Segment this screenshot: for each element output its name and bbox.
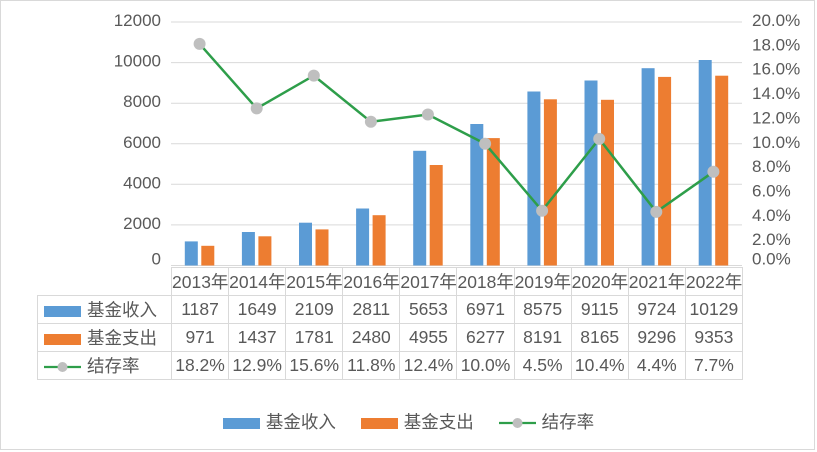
svg-text:16.0%: 16.0%: [752, 60, 800, 79]
svg-text:8.0%: 8.0%: [752, 157, 791, 176]
svg-text:4.0%: 4.0%: [752, 206, 791, 225]
svg-text:6000: 6000: [123, 133, 161, 152]
svg-text:20.0%: 20.0%: [752, 11, 800, 30]
svg-text:0.0%: 0.0%: [752, 250, 791, 268]
svg-text:12.0%: 12.0%: [752, 108, 800, 127]
svg-text:18.0%: 18.0%: [752, 35, 800, 54]
svg-text:0: 0: [152, 250, 161, 268]
svg-text:2000: 2000: [123, 214, 161, 233]
svg-text:10000: 10000: [114, 52, 161, 71]
svg-text:6.0%: 6.0%: [752, 182, 791, 201]
svg-text:12000: 12000: [114, 11, 161, 30]
svg-text:10.0%: 10.0%: [752, 133, 800, 152]
svg-text:4000: 4000: [123, 173, 161, 192]
svg-text:2.0%: 2.0%: [752, 230, 791, 249]
svg-text:14.0%: 14.0%: [752, 84, 800, 103]
svg-text:8000: 8000: [123, 92, 161, 111]
